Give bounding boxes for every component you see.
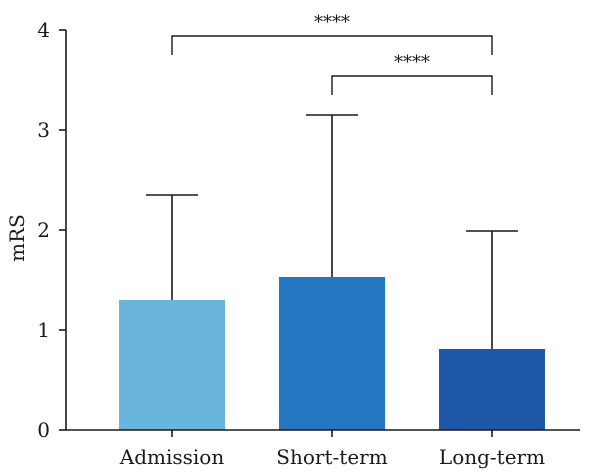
y-tick-label-1: 1	[37, 318, 50, 342]
significance-label-0: ****	[314, 12, 350, 33]
significance-label-1: ****	[394, 52, 430, 73]
error-bars-layer	[146, 114, 518, 349]
x-tick-label-short-term: Short-term	[276, 445, 387, 469]
y-tick-label-2: 2	[37, 218, 50, 242]
y-ticks-layer: 0 1 2 3 4	[37, 18, 66, 442]
bar-admission	[119, 300, 225, 430]
bar-long-term	[439, 349, 545, 430]
bars-layer	[119, 277, 545, 430]
significance-bracket-0	[171, 35, 493, 55]
x-tick-label-long-term: Long-term	[439, 445, 545, 469]
bar-short-term	[279, 277, 385, 430]
y-tick-label-0: 0	[37, 418, 50, 442]
y-tick-label-3: 3	[37, 118, 50, 142]
y-tick-label-4: 4	[37, 18, 50, 42]
significance-bracket-1	[331, 75, 493, 95]
y-axis-title: mRS	[5, 214, 29, 262]
x-labels-layer: Admission Short-term Long-term	[119, 430, 545, 469]
x-tick-label-admission: Admission	[119, 445, 225, 469]
significance-layer: **** ****	[171, 12, 493, 95]
